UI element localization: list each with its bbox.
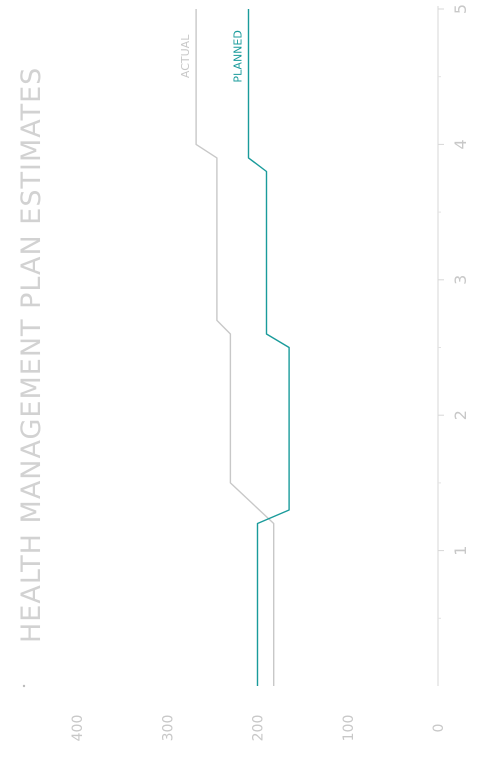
series-line-actual (195, 9, 275, 686)
x-tick-label: 4 (451, 139, 470, 149)
y-tick-label: 400 (70, 715, 86, 742)
y-tick-label: 0 (431, 724, 447, 733)
chart-title: HEALTH MANAGEMENT PLAN ESTIMATES (16, 67, 47, 643)
x-tick-label: 2 (451, 410, 470, 420)
y-tick-label: 100 (341, 715, 357, 742)
series-label-actual: ACTUAL (179, 34, 192, 78)
y-tick-label: 200 (251, 715, 267, 742)
x-tick-label: 5 (451, 4, 470, 14)
x-tick-label: 3 (451, 275, 470, 285)
series-label-planned: PLANNED (231, 30, 244, 82)
origin-dot (22, 684, 26, 688)
x-tick-label: 1 (451, 546, 470, 556)
y-tick-label: 300 (160, 715, 176, 742)
series-line-planned (247, 9, 290, 686)
